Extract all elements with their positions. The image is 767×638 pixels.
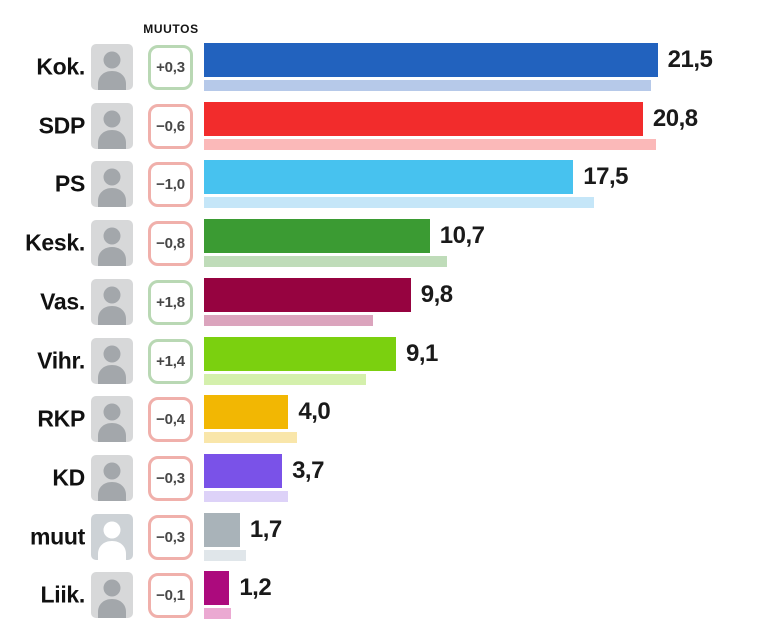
party-row: muut −0,3 1,7	[0, 512, 767, 561]
bar-group: 1,2	[204, 571, 767, 620]
value-label: 9,8	[420, 280, 453, 308]
person-photo	[91, 102, 133, 149]
person-photo	[91, 572, 133, 619]
bar-group: 9,1	[204, 336, 767, 385]
bar-previous	[204, 138, 656, 150]
party-label: SDP	[38, 112, 86, 139]
value-label: 20,8	[652, 104, 698, 132]
bar-current	[204, 277, 411, 312]
party-label: Vas.	[40, 288, 85, 315]
bar-previous	[204, 490, 289, 502]
party-label: KD	[52, 464, 85, 491]
person-photo	[91, 337, 133, 384]
generic-person-silhouette	[91, 513, 133, 560]
party-row: RKP −0,4 4,0	[0, 395, 767, 444]
bar-current	[204, 336, 396, 371]
bar-current	[204, 395, 289, 430]
change-badge: −0,6	[148, 103, 193, 149]
party-label: muut	[29, 523, 85, 550]
party-label: Kesk.	[25, 229, 85, 256]
bar-previous	[204, 197, 595, 209]
change-column-header: MUUTOS	[143, 22, 199, 36]
party-label: Vihr.	[37, 347, 85, 373]
party-label: Kok.	[36, 53, 85, 80]
party-label: PS	[54, 170, 85, 197]
value-label: 17,5	[583, 163, 628, 191]
change-badge: −0,1	[148, 573, 193, 619]
person-photo	[91, 220, 133, 267]
bar-group: 3,7	[204, 453, 767, 502]
party-row: KD −0,3 3,7	[0, 453, 767, 502]
change-badge: −0,3	[148, 514, 193, 560]
party-label: RKP	[37, 405, 85, 432]
party-row: PS −1,0 17,5	[0, 160, 767, 209]
value-label: 21,5	[667, 46, 713, 73]
bar-current	[204, 160, 574, 195]
bar-current	[204, 219, 430, 254]
bar-previous	[204, 432, 297, 444]
value-label: 4,0	[298, 398, 331, 426]
value-label: 9,1	[406, 339, 438, 367]
person-photo	[91, 161, 133, 208]
bar-group: 9,8	[204, 277, 767, 326]
party-row: Liik. −0,1 1,2	[0, 571, 767, 620]
change-badge: +1,8	[148, 279, 193, 325]
bar-previous	[204, 314, 373, 326]
bar-current	[204, 571, 230, 606]
bar-previous	[204, 373, 367, 385]
bar-group: 10,7	[204, 219, 767, 268]
bar-previous	[204, 80, 652, 91]
value-label: 1,2	[239, 574, 272, 602]
person-photo	[91, 396, 133, 443]
bar-group: 21,5	[204, 43, 767, 91]
change-badge: +0,3	[148, 45, 193, 90]
change-badge: −1,0	[148, 162, 193, 208]
change-badge: −0,8	[148, 221, 193, 267]
bar-group: 1,7	[204, 512, 767, 561]
bar-group: 4,0	[204, 395, 767, 444]
change-badge: −0,3	[148, 455, 193, 501]
bar-group: 17,5	[204, 160, 767, 209]
person-photo	[91, 44, 133, 90]
bar-previous	[204, 256, 447, 268]
party-row: Kok. +0,3 21,5	[0, 43, 767, 91]
person-photo	[91, 454, 133, 501]
party-row: Vas. +1,8 9,8	[0, 277, 767, 326]
bar-current	[204, 43, 658, 77]
value-label: 1,7	[249, 515, 282, 543]
change-badge: −0,4	[148, 397, 193, 443]
bar-previous	[204, 608, 232, 620]
party-row: SDP −0,6 20,8	[0, 101, 767, 150]
bar-current	[204, 101, 643, 136]
value-label: 3,7	[292, 456, 324, 484]
bar-group: 20,8	[204, 101, 767, 150]
party-row: Vihr. +1,4 9,1	[0, 336, 767, 385]
value-label: 10,7	[439, 222, 485, 250]
change-badge: +1,4	[148, 338, 193, 384]
party-label: Liik.	[40, 581, 85, 608]
bar-current	[204, 453, 283, 488]
party-row: Kesk. −0,8 10,7	[0, 219, 767, 268]
bar-current	[204, 512, 240, 547]
bar-previous	[204, 549, 247, 561]
person-photo	[91, 278, 133, 325]
